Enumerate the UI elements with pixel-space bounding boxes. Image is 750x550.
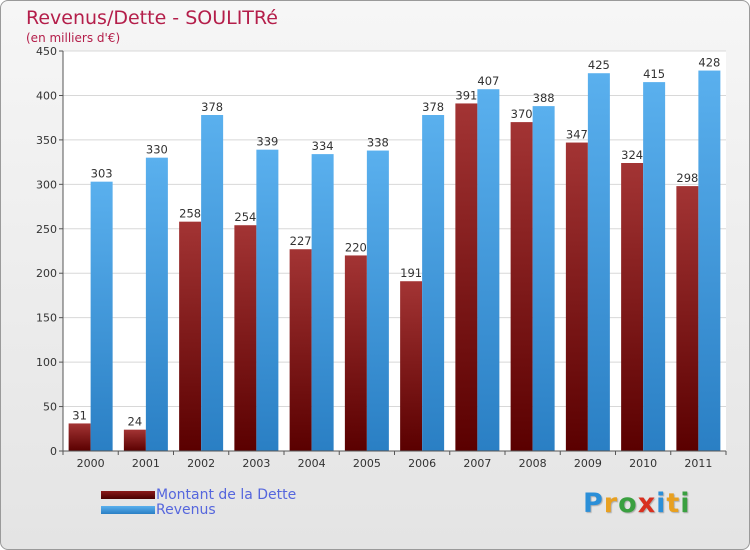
x-tick-label: 2005 xyxy=(353,457,381,470)
logo-letter: t xyxy=(666,488,681,519)
x-tick-label: 2011 xyxy=(684,457,712,470)
data-label-revenue: 378 xyxy=(422,100,444,114)
y-tick-label: 200 xyxy=(36,267,57,280)
legend-label-debt: Montant de la Dette xyxy=(156,487,297,503)
bar-debt xyxy=(676,186,699,451)
y-tick-label: 50 xyxy=(43,401,57,414)
bar-debt xyxy=(565,142,588,452)
data-label-debt: 370 xyxy=(511,107,533,121)
bar-debt xyxy=(621,163,644,451)
data-label-revenue: 338 xyxy=(367,136,389,150)
y-tick-label: 100 xyxy=(36,356,57,369)
data-label-debt: 220 xyxy=(345,240,367,254)
x-tick-label: 2004 xyxy=(298,457,326,470)
data-label-revenue: 378 xyxy=(201,100,223,114)
data-label-debt: 24 xyxy=(128,415,143,429)
bar-revenue xyxy=(477,89,500,451)
bar-debt xyxy=(234,225,257,451)
y-tick-label: 0 xyxy=(50,445,57,458)
data-label-revenue: 330 xyxy=(146,143,168,157)
data-label-debt: 324 xyxy=(621,148,643,162)
bar-debt xyxy=(510,122,533,451)
data-label-revenue: 425 xyxy=(588,58,610,72)
bar-revenue xyxy=(587,73,610,451)
data-label-debt: 254 xyxy=(234,210,256,224)
bar-debt xyxy=(400,281,423,451)
logo-letter: x xyxy=(637,488,657,519)
data-label-revenue: 339 xyxy=(256,135,278,149)
chart-subtitle: (en milliers d'€) xyxy=(26,31,121,45)
chart-title: Revenus/Dette - SOULITRé xyxy=(26,7,278,29)
logo-letter: P xyxy=(583,488,604,519)
plot-area xyxy=(63,51,726,451)
bar-revenue xyxy=(698,70,721,452)
data-label-revenue: 428 xyxy=(698,56,720,70)
y-tick-label: 400 xyxy=(36,89,57,102)
data-label-debt: 298 xyxy=(676,171,698,185)
bar-revenue xyxy=(90,181,113,451)
bar-debt xyxy=(455,103,478,451)
bar-revenue xyxy=(366,150,389,452)
legend-label-revenue: Revenus xyxy=(156,502,216,518)
x-tick-label: 2003 xyxy=(242,457,270,470)
data-label-revenue: 303 xyxy=(91,167,113,181)
x-tick-label: 2010 xyxy=(629,457,657,470)
bar-debt xyxy=(68,423,91,451)
bar-revenue xyxy=(311,154,334,451)
data-label-debt: 191 xyxy=(400,266,422,280)
y-tick-label: 450 xyxy=(36,45,57,58)
y-tick-label: 300 xyxy=(36,178,57,191)
bar-debt xyxy=(344,255,367,451)
data-label-debt: 391 xyxy=(455,88,477,102)
x-tick-label: 2007 xyxy=(463,457,491,470)
logo-letter: i xyxy=(680,488,691,519)
x-tick-label: 2002 xyxy=(187,457,215,470)
bar-revenue xyxy=(256,149,279,451)
legend-swatch-debt xyxy=(101,491,155,499)
data-label-debt: 258 xyxy=(179,207,201,221)
data-label-revenue: 415 xyxy=(643,67,665,81)
logo-letter: o xyxy=(618,488,638,519)
bar-debt xyxy=(289,249,312,451)
x-tick-label: 2006 xyxy=(408,457,436,470)
data-label-revenue: 407 xyxy=(477,74,499,88)
x-tick-label: 2000 xyxy=(77,457,105,470)
y-tick-label: 150 xyxy=(36,312,57,325)
legend-swatch-revenue xyxy=(101,506,155,514)
data-label-debt: 227 xyxy=(290,234,312,248)
data-label-revenue: 388 xyxy=(533,91,555,105)
data-label-debt: 347 xyxy=(566,128,588,142)
data-label-revenue: 334 xyxy=(312,139,334,153)
bar-revenue xyxy=(532,106,555,451)
proxiti-logo: Proxiti xyxy=(583,488,691,519)
bar-revenue xyxy=(201,115,224,451)
logo-letter: i xyxy=(656,488,667,519)
bar-revenue xyxy=(422,115,445,451)
x-tick-label: 2001 xyxy=(132,457,160,470)
y-tick-label: 350 xyxy=(36,134,57,147)
bar-revenue xyxy=(643,82,666,451)
bar-revenue xyxy=(145,157,168,451)
x-tick-label: 2009 xyxy=(574,457,602,470)
bar-debt xyxy=(123,429,146,451)
logo-letter: r xyxy=(603,488,619,519)
y-tick-label: 250 xyxy=(36,223,57,236)
data-label-debt: 31 xyxy=(72,408,87,422)
bar-debt xyxy=(179,221,202,451)
x-tick-label: 2008 xyxy=(519,457,547,470)
